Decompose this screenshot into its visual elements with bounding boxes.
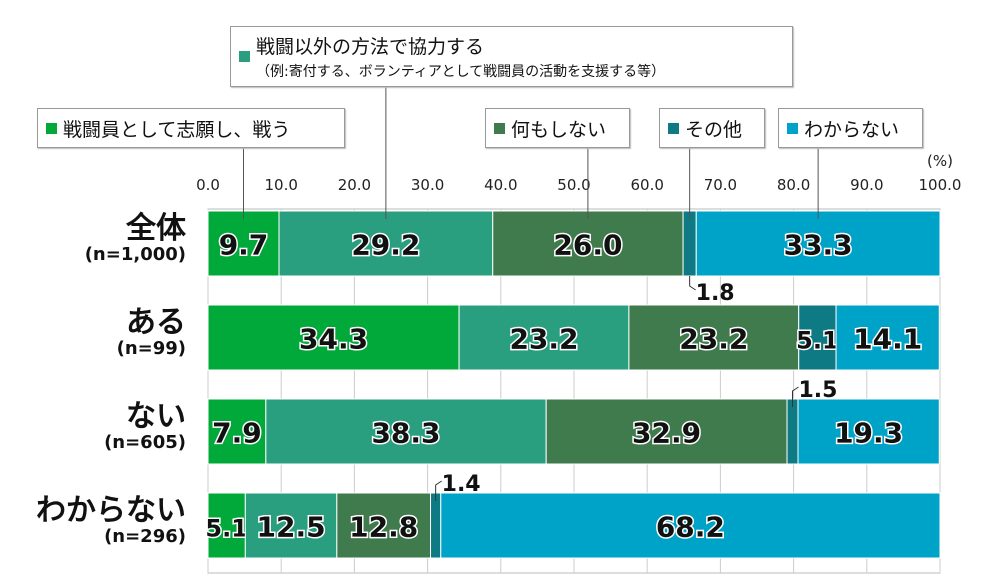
bar-segment — [430, 492, 442, 559]
data-label: 19.3 — [834, 417, 903, 450]
bar-segment — [336, 492, 432, 559]
legend-item-dontknow: わからない — [778, 108, 923, 148]
data-label: 32.9 — [632, 417, 701, 450]
bar-segment — [207, 304, 460, 371]
category-n: (n=1,000) — [84, 244, 186, 265]
bar-segment — [786, 398, 799, 465]
data-label: 14.1 — [853, 323, 922, 356]
legend-sublabel: （例:寄付する、ボランティアとして戦闘員の活動を支援する等） — [256, 64, 666, 80]
data-label: 34.3 — [299, 323, 368, 356]
bar-segment — [244, 492, 338, 559]
leader-line — [689, 276, 696, 291]
data-label: 33.3 — [784, 229, 853, 262]
x-tick-label: 70.0 — [704, 176, 737, 194]
legend-item-fight: 戦闘員として志願し、戦う — [37, 108, 345, 148]
category-label: わからない (n=296) — [36, 494, 186, 547]
legend-label: その他 — [685, 118, 743, 141]
legend-item-cooperate: 戦闘以外の方法で協力する （例:寄付する、ボランティアとして戦闘員の活動を支援す… — [230, 26, 793, 87]
data-label: 5.1 — [205, 515, 248, 543]
bar-segment — [798, 304, 837, 371]
legend-label: 戦闘以外の方法で協力する — [256, 36, 485, 58]
data-label: 23.2 — [679, 323, 748, 356]
legend-item-nothing: 何もしない — [485, 108, 630, 148]
legend-swatch — [787, 122, 798, 134]
x-tick-label: 100.0 — [919, 176, 962, 194]
bar-segment — [458, 304, 630, 371]
x-tick-label: 50.0 — [557, 176, 590, 194]
unit-label: (%) — [927, 152, 953, 170]
legend-swatch — [668, 122, 679, 134]
legend-swatch — [494, 122, 505, 134]
data-label: 1.4 — [442, 472, 481, 497]
leader-line — [792, 386, 799, 407]
data-label: 26.0 — [553, 229, 622, 262]
category-n: (n=99) — [116, 338, 186, 359]
legend-swatch — [46, 122, 57, 134]
data-label: 12.5 — [257, 511, 326, 544]
legend-swatch — [239, 51, 250, 62]
bar-segment — [682, 210, 697, 277]
x-tick-label: 40.0 — [484, 176, 517, 194]
x-tick-label: 10.0 — [264, 176, 297, 194]
x-tick-label: 30.0 — [411, 176, 444, 194]
x-tick-label: 80.0 — [777, 176, 810, 194]
legend-label: 何もしない — [511, 118, 607, 141]
legend-label: 戦闘員として志願し、戦う — [63, 118, 291, 141]
data-label: 29.2 — [351, 229, 420, 262]
category-name: わからない — [36, 493, 186, 528]
category-label: 全体 (n=1,000) — [85, 212, 186, 265]
bar-segment — [278, 210, 494, 277]
x-tick-label: 90.0 — [850, 176, 883, 194]
legend-text: 戦闘以外の方法で協力する （例:寄付する、ボランティアとして戦闘員の活動を支援す… — [256, 32, 665, 81]
legend-label: わからない — [804, 118, 900, 141]
data-label: 5.1 — [796, 327, 839, 355]
legend-item-other: その他 — [659, 108, 765, 148]
leader-line — [435, 480, 442, 501]
x-tick-label: 60.0 — [630, 176, 663, 194]
category-label: ない (n=605) — [104, 400, 186, 453]
data-label: 23.2 — [509, 323, 578, 356]
category-name: ない — [126, 399, 186, 434]
category-name: ある — [126, 305, 186, 340]
bar-segment — [835, 304, 940, 371]
data-label: 1.5 — [799, 378, 838, 403]
category-n: (n=296) — [104, 526, 186, 547]
data-label: 68.2 — [656, 511, 725, 544]
data-label: 12.8 — [349, 511, 418, 544]
bar-segment — [628, 304, 800, 371]
bar-segment — [492, 210, 684, 277]
x-tick-label: 0.0 — [196, 176, 220, 194]
bar-segment — [207, 398, 267, 465]
bar-segment — [207, 492, 246, 559]
data-label: 1.8 — [696, 281, 735, 306]
bar-segment — [207, 210, 280, 277]
data-label: 7.9 — [212, 417, 262, 450]
category-label: ある (n=99) — [117, 306, 186, 359]
data-label: 38.3 — [371, 417, 440, 450]
category-name: 全体 — [126, 211, 186, 246]
bar-segment — [545, 398, 788, 465]
data-label: 9.7 — [219, 229, 269, 262]
category-n: (n=605) — [104, 432, 186, 453]
x-tick-label: 20.0 — [338, 176, 371, 194]
bar-segment — [797, 398, 940, 465]
bar-segment — [440, 492, 941, 559]
